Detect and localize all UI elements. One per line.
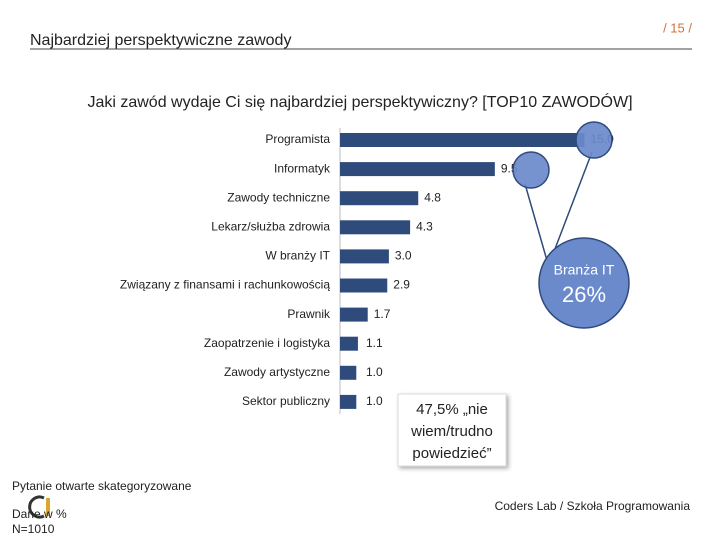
value-label: 1.1 xyxy=(366,336,383,350)
bar xyxy=(340,220,411,235)
category-label: Zawody artystyczne xyxy=(224,365,330,379)
value-label: 1.0 xyxy=(366,394,383,408)
slide-title: Najbardziej perspektywiczne zawody xyxy=(30,32,291,49)
value-label: 4.8 xyxy=(424,190,441,204)
value-label: 4.3 xyxy=(416,219,433,233)
callout-value: 26% xyxy=(562,282,606,307)
annotation-line: wiem/trudno xyxy=(410,423,493,440)
bar xyxy=(340,133,585,147)
bar xyxy=(340,307,368,322)
brand: Coders Lab / Szkoła Programowania xyxy=(495,499,691,513)
footer-unit: Dane w % xyxy=(12,507,67,521)
category-label: Prawnik xyxy=(287,307,331,321)
annotation-box xyxy=(397,393,507,467)
category-label: Programista xyxy=(265,132,330,146)
footer-note: Pytanie otwarte skategoryzowane xyxy=(12,479,192,493)
bar xyxy=(340,162,495,177)
value-label: 3.0 xyxy=(395,249,412,263)
logo xyxy=(46,498,50,516)
category-label: Zaopatrzenie i logistyka xyxy=(204,336,330,350)
bar xyxy=(340,278,388,293)
category-label: Lekarz/służba zdrowia xyxy=(211,219,330,233)
logo xyxy=(28,495,45,519)
chart-title: Jaki zawód wydaje Ci się najbardziej per… xyxy=(87,92,632,111)
category-label: Sektor publiczny xyxy=(242,394,330,408)
value-label: 2.9 xyxy=(393,278,410,292)
callout: Branża IT 26% xyxy=(512,121,630,329)
category-label: Zawody techniczne xyxy=(227,190,330,204)
highlight-circle xyxy=(575,121,613,159)
category-label: Związany z finansami i rachunkowością xyxy=(120,278,330,292)
annotation-line: powiedzieć” xyxy=(412,445,491,462)
arrow xyxy=(549,151,593,263)
value-label: 1.0 xyxy=(366,365,383,379)
bar xyxy=(340,336,358,351)
annotation-line: 47,5% „nie xyxy=(416,401,488,418)
category-label: Informatyk xyxy=(274,161,331,175)
bar xyxy=(340,191,419,206)
bar xyxy=(340,249,389,264)
bar xyxy=(340,394,357,409)
value-label: 1.7 xyxy=(374,307,391,321)
page-number: / 15 / xyxy=(663,20,692,35)
callout-circle xyxy=(538,237,630,329)
highlight-circle xyxy=(512,151,550,189)
callout-label: Branża IT xyxy=(554,262,615,278)
bar xyxy=(340,365,357,380)
footer-n: N=1010 xyxy=(12,522,55,536)
arrow xyxy=(524,183,549,265)
category-label: W branży IT xyxy=(265,249,330,263)
